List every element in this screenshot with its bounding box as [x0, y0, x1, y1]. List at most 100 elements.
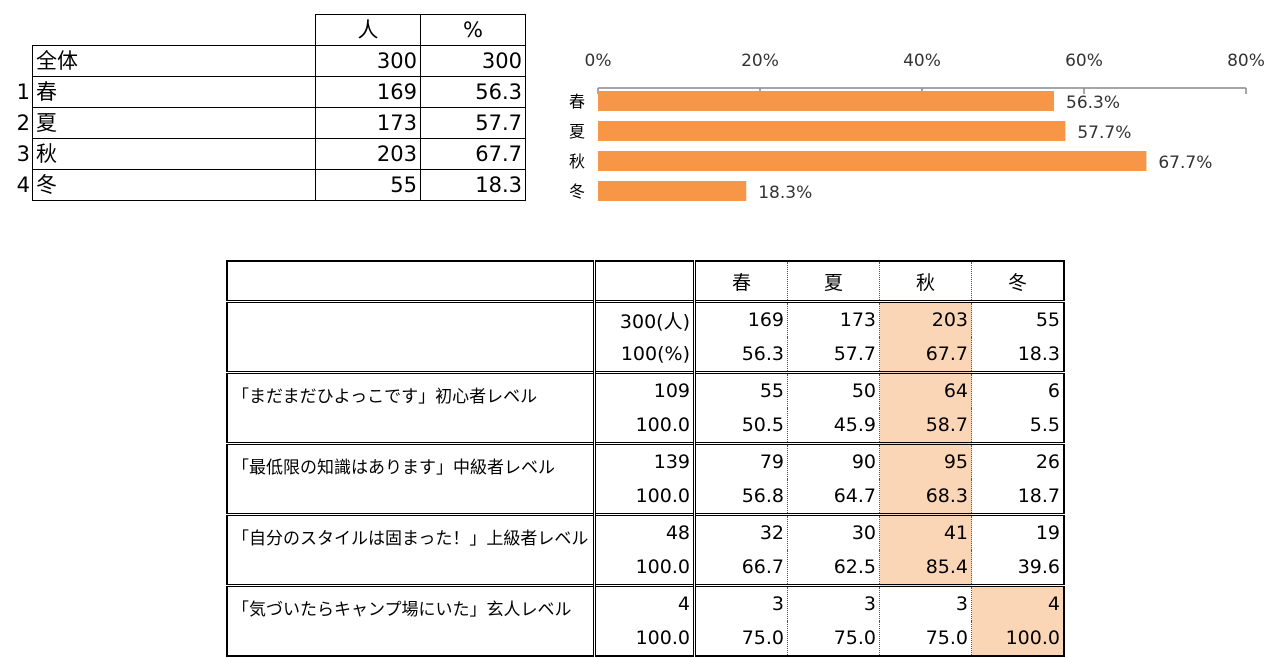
cross-cell-count: 90	[787, 442, 880, 479]
cross-cell-pct: 45.9	[787, 408, 880, 444]
summary-row-index	[8, 46, 33, 77]
cross-column-header: 秋	[879, 261, 972, 302]
category-label: 秋	[569, 152, 585, 171]
cross-cell-count: 64	[879, 371, 972, 408]
summary-pct-header: %	[420, 14, 526, 46]
category-label: 夏	[569, 122, 585, 141]
cross-row-pct: 100.0 66.7 62.5 85.4 39.6	[227, 550, 1064, 586]
x-tick-label: 0%	[585, 51, 612, 71]
cross-table: 春夏秋冬 300(人) 169 173 203 55 100(%) 56.3 57.7 67.7 1…	[226, 260, 1065, 657]
cross-cell-count: 3	[879, 584, 972, 621]
cross-base-count: 139	[594, 442, 696, 479]
summary-label-header	[33, 15, 316, 46]
summary-index-header	[8, 15, 33, 46]
data-label: 56.3%	[1066, 93, 1120, 113]
summary-row-index: 3	[16, 142, 30, 166]
cross-row-count: 300(人) 169 173 203 55	[227, 300, 1064, 373]
cross-cell-count: 50	[787, 371, 880, 408]
summary-header-row: 人 %	[8, 14, 526, 46]
summary-row-index: 1	[16, 80, 30, 104]
bar	[598, 151, 1147, 171]
cross-cell-pct: 85.4	[879, 550, 972, 586]
cross-row-count: 「自分のスタイルは固まった！」上級者レベル 48 32 30 41 19	[227, 513, 1064, 586]
cross-cell-pct: 75.0	[787, 621, 880, 656]
summary-row-index: 2	[16, 111, 30, 135]
x-tick-label: 20%	[741, 51, 779, 71]
cross-base-count: 300(人)	[594, 300, 696, 337]
cross-cell-pct: 100.0	[971, 621, 1064, 656]
data-label: 57.7%	[1077, 123, 1131, 143]
cross-cell-pct: 64.7	[787, 479, 880, 515]
cross-cell-count: 30	[787, 513, 880, 550]
cross-base-pct: 100.0	[594, 550, 696, 586]
cross-cell-pct: 18.3	[971, 337, 1064, 373]
cross-cell-pct: 56.8	[741, 485, 784, 507]
summary-count-header: 人	[315, 14, 421, 46]
cross-row-label: 「気づいたらキャンプ場にいた」玄人レベル	[227, 584, 596, 656]
cross-header-blank	[227, 261, 596, 302]
cross-column-header: 冬	[971, 261, 1064, 302]
cross-cell-count: 3	[787, 584, 880, 621]
x-tick-label: 40%	[903, 51, 941, 71]
summary-row-label: 夏	[32, 107, 316, 139]
cross-cell-count: 3	[694, 584, 788, 621]
summary-row-count: 173	[315, 107, 421, 139]
summary-row-label: 秋	[32, 138, 316, 170]
summary-row-pct: 300	[420, 45, 526, 77]
cross-row-label	[227, 300, 596, 373]
summary-row-count: 203	[315, 138, 421, 170]
cross-header-row: 春 夏秋冬	[227, 261, 1064, 302]
cross-cell-pct: 75.0	[741, 627, 784, 649]
cross-base-count: 4	[594, 584, 696, 621]
cross-cell-pct: 57.7	[787, 337, 880, 373]
bar-chart: 0% 20% 40% 60% 80% 春 56.3% 夏 57.7% 秋 67.7% 冬 18.3%	[569, 51, 1265, 203]
summary-row-pct: 18.3	[420, 169, 526, 201]
x-tick-label: 80%	[1227, 51, 1265, 71]
bar	[598, 91, 1055, 111]
summary-row-count: 169	[315, 76, 421, 108]
cross-cell-pct: 68.3	[879, 479, 972, 515]
cross-cell-pct: 62.5	[787, 550, 880, 586]
summary-row-pct: 57.7	[420, 107, 526, 139]
bar	[598, 181, 747, 201]
cross-cell-pct: 5.5	[971, 408, 1064, 444]
cross-row-label: 「まだまだひよっこです」初心者レベル	[227, 371, 596, 444]
cross-cell-count: 173	[787, 300, 880, 337]
cross-base-count: 48	[594, 513, 696, 550]
cross-cell-count: 95	[879, 442, 972, 479]
cross-cell-count: 4	[971, 584, 1064, 621]
cross-base-pct: 100(%)	[594, 337, 696, 373]
summary-row-index: 4	[16, 173, 30, 197]
summary-table: 人 % 全体 300 300 1 春 169 56.3 2 夏 173 57.7…	[8, 14, 526, 201]
cross-cell-pct: 18.7	[971, 479, 1064, 515]
cross-cell-count: 169	[694, 300, 788, 337]
category-label: 冬	[569, 182, 585, 201]
summary-row: 1 春 169 56.3	[8, 76, 526, 108]
cross-base-count: 109	[594, 371, 696, 408]
cross-cell-pct: 39.6	[971, 550, 1064, 586]
cross-cell-count: 79	[694, 442, 788, 479]
cross-cell-count: 55	[971, 300, 1064, 337]
data-label: 67.7%	[1158, 153, 1212, 173]
bar	[598, 121, 1066, 141]
summary-row: 3 秋 203 67.7	[8, 138, 526, 170]
cross-column-header: 春	[731, 271, 751, 294]
cross-cell-pct: 50.5	[741, 414, 784, 436]
cross-row-pct: 100(%) 56.3 57.7 67.7 18.3	[227, 337, 1064, 373]
data-label: 18.3%	[758, 183, 812, 203]
summary-row-label: 全体	[32, 45, 316, 77]
cross-cell-pct: 67.7	[879, 337, 972, 373]
cross-cell-pct: 75.0	[879, 621, 972, 656]
category-label: 春	[569, 92, 585, 111]
cross-base-pct: 100.0	[594, 408, 696, 444]
cross-row-label: 「自分のスタイルは固まった！」上級者レベル	[227, 513, 596, 586]
cross-row-count: 「最低限の知識はあります」中級者レベル 139 79 90 95 26	[227, 442, 1064, 515]
cross-row-pct: 100.0 56.8 64.7 68.3 18.7	[227, 479, 1064, 515]
cross-cell-pct: 56.3	[741, 343, 784, 365]
cross-cell-pct: 66.7	[741, 556, 784, 578]
cross-cell-count: 26	[971, 442, 1064, 479]
cross-base-pct: 100.0	[594, 479, 696, 515]
cross-row-pct: 100.0 75.0 75.0 75.0 100.0	[227, 621, 1064, 656]
cross-row-pct: 100.0 50.5 45.9 58.7 5.5	[227, 408, 1064, 444]
cross-cell-count: 6	[971, 371, 1064, 408]
